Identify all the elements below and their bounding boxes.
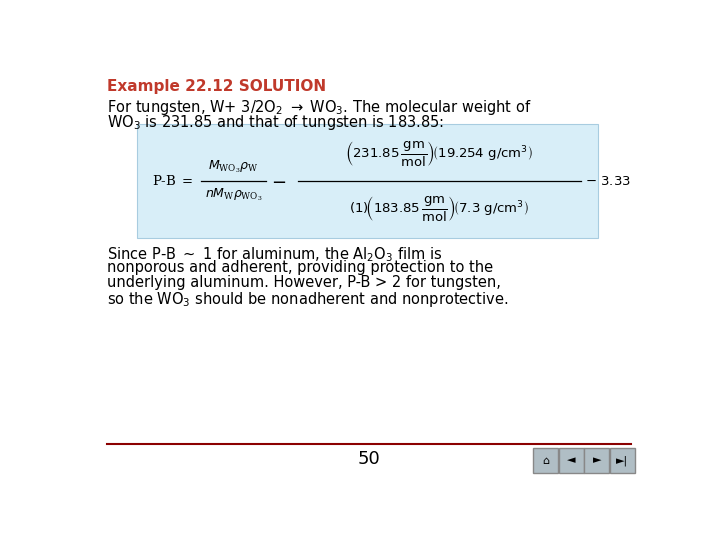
FancyBboxPatch shape bbox=[137, 124, 598, 238]
Text: $M_{\mathregular{WO_3}}\rho_{\mathregular{W}}$: $M_{\mathregular{WO_3}}\rho_{\mathregula… bbox=[208, 159, 258, 176]
Text: WO$_3$ is 231.85 and that of tungsten is 183.85:: WO$_3$ is 231.85 and that of tungsten is… bbox=[107, 112, 444, 132]
FancyBboxPatch shape bbox=[610, 448, 635, 473]
Text: underlying aluminum. However, P-B > 2 for tungsten,: underlying aluminum. However, P-B > 2 fo… bbox=[107, 275, 501, 290]
Text: $\left(1\right)\!\left(183.85\,\dfrac{\mathrm{gm}}{\mathrm{mol}}\right)\!\left(7: $\left(1\right)\!\left(183.85\,\dfrac{\m… bbox=[349, 194, 528, 224]
Text: so the WO$_3$ should be nonadherent and nonprotective.: so the WO$_3$ should be nonadherent and … bbox=[107, 289, 508, 309]
Text: Since P-B $\sim$ 1 for aluminum, the Al$_2$O$_3$ film is: Since P-B $\sim$ 1 for aluminum, the Al$… bbox=[107, 246, 443, 265]
Text: $\left(231.85\,\dfrac{\mathrm{gm}}{\mathrm{mol}}\right)\!\left(19.254\ \mathrm{g: $\left(231.85\,\dfrac{\mathrm{gm}}{\math… bbox=[345, 139, 533, 168]
Text: Example 22.12 SOLUTION: Example 22.12 SOLUTION bbox=[107, 79, 326, 94]
FancyBboxPatch shape bbox=[559, 448, 584, 473]
Text: nonporous and adherent, providing protection to the: nonporous and adherent, providing protec… bbox=[107, 260, 493, 275]
Text: ►|: ►| bbox=[616, 455, 629, 466]
Text: 50: 50 bbox=[358, 450, 380, 468]
Text: ◄: ◄ bbox=[567, 456, 575, 465]
Text: $-\ 3.33$: $-\ 3.33$ bbox=[585, 174, 631, 187]
Text: $-$: $-$ bbox=[271, 172, 286, 190]
Text: For tungsten, W+ 3/2O$_2$ $\rightarrow$ WO$_3$. The molecular weight of: For tungsten, W+ 3/2O$_2$ $\rightarrow$ … bbox=[107, 98, 531, 117]
Text: ⌂: ⌂ bbox=[542, 456, 549, 465]
Text: P-B $=$: P-B $=$ bbox=[152, 174, 194, 188]
Text: ►: ► bbox=[593, 456, 601, 465]
FancyBboxPatch shape bbox=[534, 448, 558, 473]
FancyBboxPatch shape bbox=[585, 448, 609, 473]
Text: $n M_{\mathregular{W}}\rho_{\mathregular{WO_3}}$: $n M_{\mathregular{W}}\rho_{\mathregular… bbox=[204, 187, 262, 203]
